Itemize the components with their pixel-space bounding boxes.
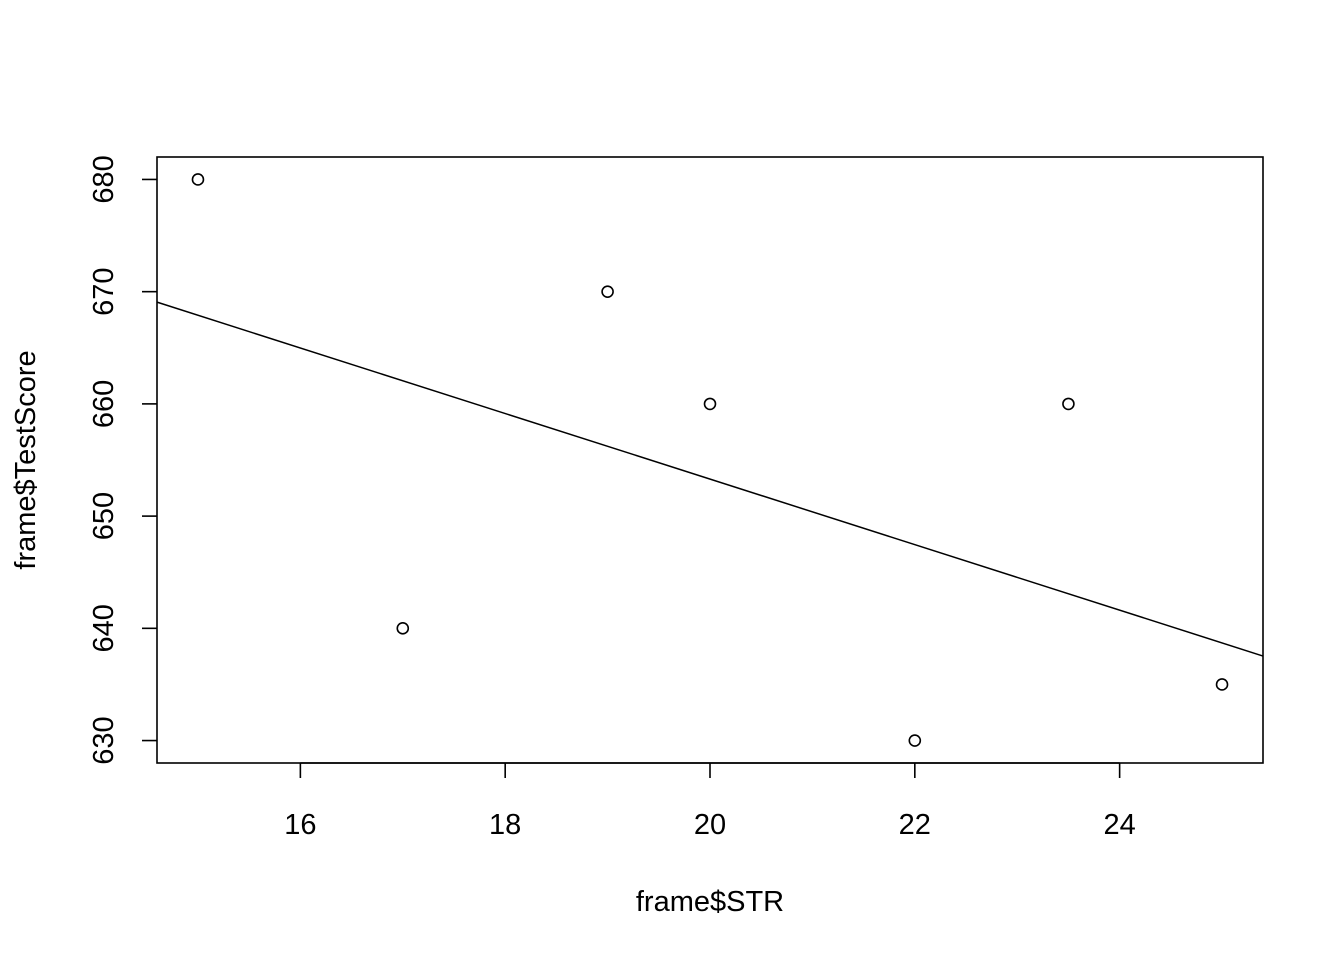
data-points [191,173,1229,747]
plot-frame [156,156,1264,764]
y-axis-label: frame$TestScore [10,350,42,569]
y-tick-label: 660 [88,380,120,428]
y-tick-label: 640 [88,604,120,652]
y-axis: 630 640 650 660 670 680 [88,155,157,765]
y-tick-label: 680 [88,155,120,203]
x-tick-label: 24 [1103,809,1135,841]
x-tick-label: 18 [489,809,521,841]
y-tick-label: 630 [88,716,120,764]
regression-line [156,301,1264,657]
y-tick-label: 650 [88,492,120,540]
data-point [601,285,614,298]
data-point [1215,678,1229,691]
data-point [191,173,205,186]
x-axis-label: frame$STR [636,886,784,918]
x-axis: 16 18 20 22 24 [284,762,1136,841]
x-tick-label: 20 [694,809,726,841]
data-point [908,734,922,747]
x-tick-label: 16 [284,809,316,841]
y-tick-label: 670 [88,267,120,315]
data-point [703,397,717,411]
data-point [1062,397,1075,411]
data-point [396,622,410,635]
x-tick-label: 22 [899,809,931,841]
